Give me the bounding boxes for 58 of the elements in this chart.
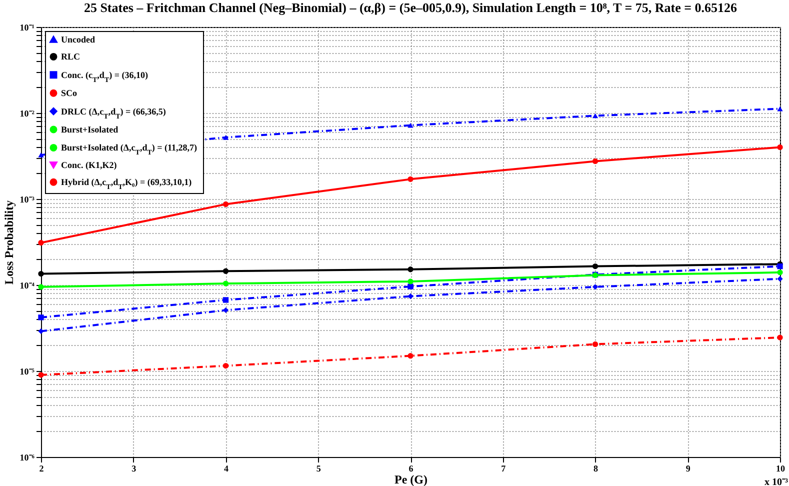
x-tick-label: 6 [408, 464, 414, 474]
x-tick-label: 7 [501, 464, 506, 474]
x-tick-label: 10 [776, 464, 786, 474]
legend-label: RLC [61, 52, 80, 62]
point [38, 372, 44, 378]
point [408, 284, 414, 290]
point [592, 341, 598, 348]
legend-label: Conc. (K1,K2) [61, 160, 117, 170]
y-tick-label: 10⁻⁶ [20, 452, 35, 462]
chart-title: 25 States – Fritchman Channel (Neg–Binomial) – (α,β) = (5e–005,0.9), Simulation Length = 10⁸, T = 75, Rate = 0.65126 [84, 0, 738, 15]
point [408, 278, 414, 284]
legend-label: Burst+Isolated (Δ,c$_{T}$,d$_{T}$) = (11,28,7) [61, 142, 198, 157]
point [222, 280, 229, 286]
legend-label: DRLC (Δ,c$_{T}$,d$_{T}$) = (66,36,5) [61, 106, 166, 120]
legend-label: Hybrid (Δ,c$_{T}$,d$_{T}$,K₀) = (69,33,10,1) [61, 177, 192, 192]
point [38, 284, 44, 290]
y-axis-title: Loss Probability [2, 200, 16, 285]
y-tick-label: 10⁻³ [20, 194, 35, 204]
point [38, 314, 44, 320]
point [408, 176, 414, 182]
legend-label: Conc. (c$_{T}$,d$_{T}$) = (36,10) [61, 70, 148, 84]
point [777, 106, 783, 112]
point [222, 362, 229, 369]
point [38, 240, 44, 246]
point [408, 266, 414, 272]
point [592, 113, 598, 118]
point [592, 284, 598, 290]
point [408, 122, 414, 128]
text: x 10⁻³ [764, 477, 788, 486]
x-tick-label: 8 [594, 464, 598, 474]
y-tick-label: 10⁻¹ [20, 22, 35, 32]
point [592, 158, 598, 164]
point [38, 270, 44, 277]
point [222, 268, 229, 274]
point [408, 353, 414, 359]
x-tick-label: 5 [316, 464, 322, 474]
point [777, 144, 783, 150]
point [777, 270, 783, 276]
legend-label: Burst+Isolated [61, 124, 118, 134]
y-tick-label: 10⁻² [20, 108, 35, 118]
x-axis-title: Pe (G) [394, 472, 428, 486]
legend-label: Uncoded [61, 34, 96, 44]
point [592, 263, 598, 270]
point [222, 297, 229, 303]
point [38, 152, 44, 158]
point [38, 328, 44, 334]
point [777, 334, 783, 340]
point [777, 263, 783, 270]
x-tick-label: 9 [686, 464, 691, 474]
point [222, 201, 229, 208]
x-tick-label: 3 [132, 464, 137, 474]
x-tick-label: 4 [224, 464, 229, 474]
y-tick-label: 10⁻⁵ [20, 366, 35, 376]
x-tick-label: 2 [39, 464, 44, 474]
point [222, 134, 229, 140]
legend-label: SCo [61, 88, 78, 98]
y-tick-label: 10⁻⁴ [20, 280, 35, 290]
point [777, 276, 783, 282]
